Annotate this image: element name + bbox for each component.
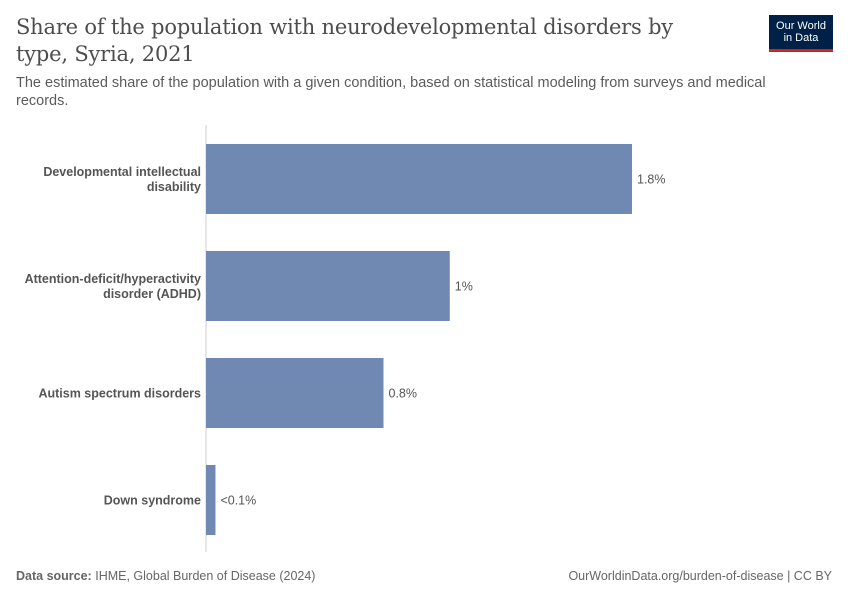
category-label-line: disability (147, 180, 201, 194)
category-label-2: Autism spectrum disorders (38, 387, 201, 401)
bars-group: 1.8% Developmental intellectual disability… (25, 144, 666, 535)
source-text[interactable]: IHME, Global Burden of Disease (2024) (95, 569, 316, 583)
category-label-line: Down syndrome (104, 494, 201, 508)
footer-source: Data source: IHME, Global Burden of Dise… (16, 569, 315, 583)
bar-1[interactable] (206, 251, 450, 321)
category-label-line: disorder (ADHD) (103, 287, 201, 301)
logo-line-2: in Data (783, 32, 819, 44)
source-label: Data source: (16, 569, 92, 583)
category-label-line: Autism spectrum disorders (38, 387, 201, 401)
category-label-0: Developmental intellectual disability (43, 165, 201, 194)
value-label-3: <0.1% (220, 494, 256, 508)
category-label-line: Developmental intellectual (43, 165, 201, 179)
category-label-line: Attention-deficit/hyperactivity (25, 272, 201, 286)
chart-title: Share of the population with neurodevelo… (16, 15, 673, 66)
logo-line-1: Our World (776, 20, 826, 32)
value-label-0: 1.8% (637, 173, 666, 187)
bar-0[interactable] (206, 144, 632, 214)
bar-3[interactable] (206, 465, 216, 535)
owid-logo[interactable]: Our World in Data (769, 15, 833, 52)
category-label-1: Attention-deficit/hyperactivity disorder … (25, 272, 201, 301)
chart-subtitle: The estimated share of the population wi… (16, 75, 766, 109)
bar-2[interactable] (206, 358, 384, 428)
category-label-3: Down syndrome (104, 494, 201, 508)
value-label-2: 0.8% (389, 387, 418, 401)
value-label-1: 1% (455, 280, 473, 294)
footer-link[interactable]: OurWorldinData.org/burden-of-disease | C… (568, 569, 832, 583)
